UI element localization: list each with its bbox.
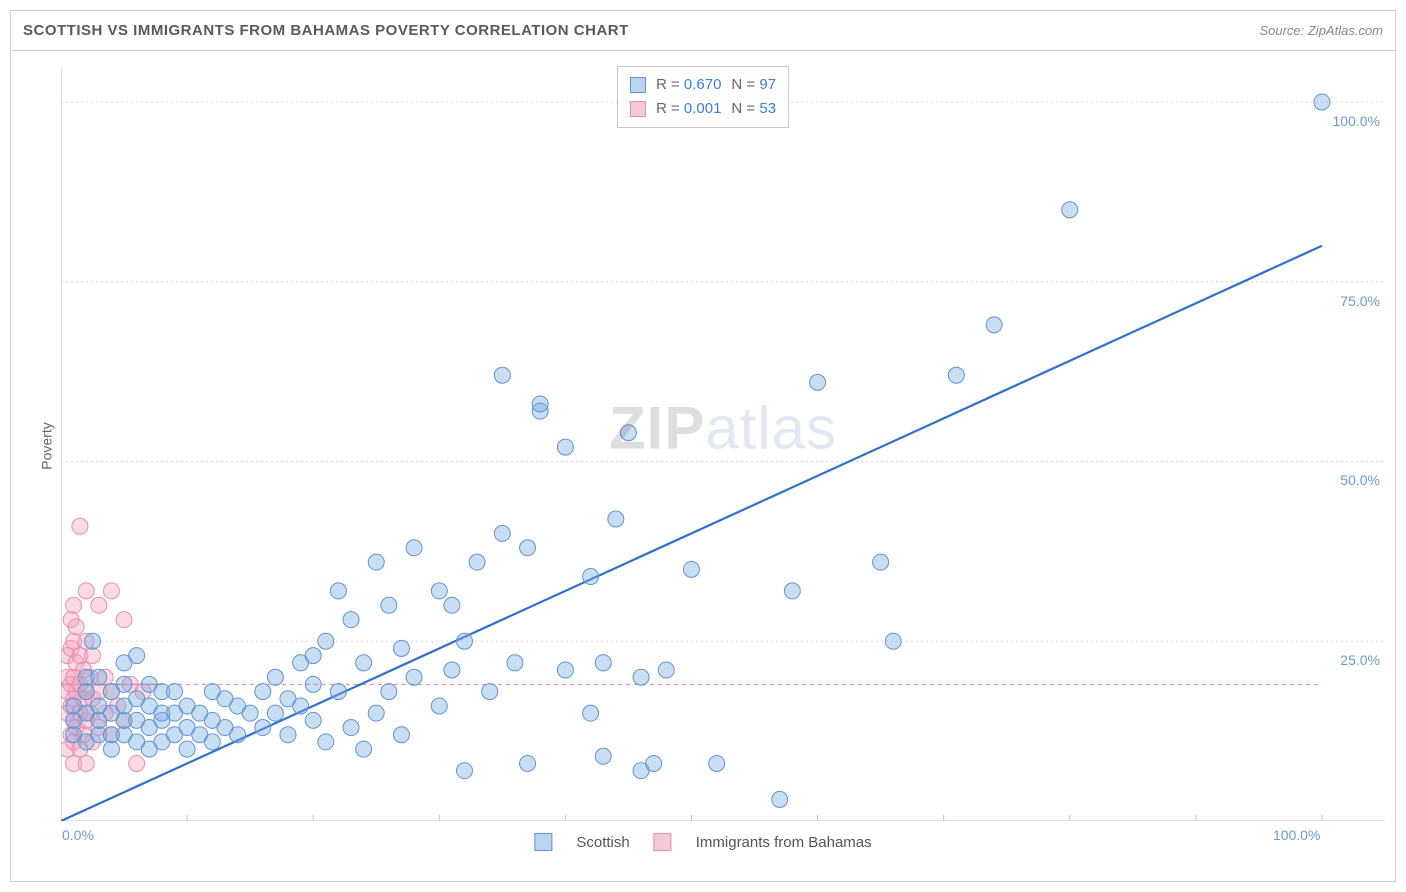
chart-plot-area: ZIPatlas bbox=[61, 66, 1385, 821]
legend-label-series2: Immigrants from Bahamas bbox=[696, 834, 872, 851]
chart-header: SCOTTISH VS IMMIGRANTS FROM BAHAMAS POVE… bbox=[11, 11, 1395, 51]
series1-swatch bbox=[630, 77, 646, 93]
stats-row-series2: R = 0.001 N = 53 bbox=[630, 97, 776, 121]
correlation-stats-box: R = 0.670 N = 97 R = 0.001 N = 53 bbox=[617, 66, 789, 128]
scatter-chart bbox=[61, 66, 1385, 821]
y-axis-label: Poverty bbox=[39, 422, 55, 469]
series2-r-value: 0.001 bbox=[684, 100, 722, 117]
x-tick-label: 100.0% bbox=[1273, 827, 1320, 843]
series1-r-value: 0.670 bbox=[684, 76, 722, 93]
x-tick-label: 0.0% bbox=[62, 827, 94, 843]
stats-row-series1: R = 0.670 N = 97 bbox=[630, 73, 776, 97]
chart-source: Source: ZipAtlas.com bbox=[1259, 23, 1383, 38]
series1-n-value: 97 bbox=[759, 76, 776, 93]
legend-label-series1: Scottish bbox=[576, 834, 629, 851]
chart-title: SCOTTISH VS IMMIGRANTS FROM BAHAMAS POVE… bbox=[23, 22, 629, 39]
series2-n-value: 53 bbox=[759, 100, 776, 117]
legend-swatch-series2 bbox=[654, 833, 672, 851]
legend: Scottish Immigrants from Bahamas bbox=[534, 833, 871, 851]
chart-container: SCOTTISH VS IMMIGRANTS FROM BAHAMAS POVE… bbox=[10, 10, 1396, 882]
series2-swatch bbox=[630, 101, 646, 117]
legend-swatch-series1 bbox=[534, 833, 552, 851]
